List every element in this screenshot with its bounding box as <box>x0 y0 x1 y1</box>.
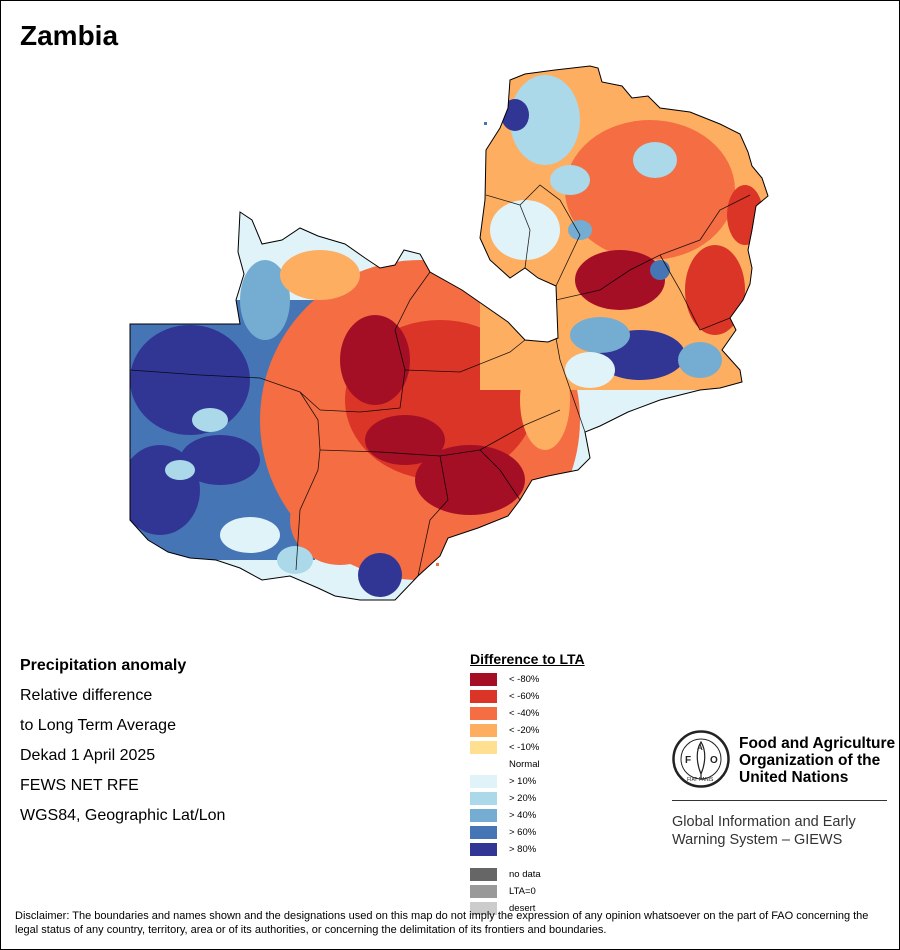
legend-swatch <box>470 809 497 822</box>
legend-row: < -60% <box>470 689 585 706</box>
legend-label: < -80% <box>509 674 540 685</box>
map-title: Zambia <box>20 20 119 51</box>
legend-label: < -10% <box>509 742 540 753</box>
map-info: Precipitation anomaly Relative differenc… <box>20 656 225 836</box>
legend-row: > 80% <box>470 842 585 859</box>
fao-name-line: Food and Agriculture <box>739 735 896 752</box>
legend-special-label: desert <box>509 903 536 914</box>
legend-label: < -40% <box>509 708 540 719</box>
fao-logo-letter-a: A <box>697 743 703 752</box>
legend-swatch <box>470 690 497 703</box>
legend-row: < -80% <box>470 672 585 689</box>
legend-row: < -40% <box>470 706 585 723</box>
giews-name: Global Information and Early Warning Sys… <box>672 813 900 849</box>
legend-special-row: LTA=0 <box>470 884 585 901</box>
legend-special-swatch <box>470 885 497 898</box>
legend-swatch <box>470 741 497 754</box>
legend-special-label: no data <box>509 869 541 880</box>
legend-swatch <box>470 707 497 720</box>
legend-row: > 20% <box>470 791 585 808</box>
legend-items: < -80% < -60% < -40% < -20% < -10% Normal > 10… <box>470 672 585 859</box>
info-line: WGS84, Geographic Lat/Lon <box>20 807 226 824</box>
legend-swatch <box>470 758 497 771</box>
legend-special-row: desert <box>470 901 585 918</box>
info-line: to Long Term Average <box>20 717 176 734</box>
legend-swatch <box>470 826 497 839</box>
legend-swatch <box>470 843 497 856</box>
legend-row: > 10% <box>470 774 585 791</box>
fao-logo-motto: FIAT PANIS <box>687 777 714 783</box>
info-line: Dekad 1 April 2025 <box>20 747 156 764</box>
disclaimer: Disclaimer: The boundaries and names sho… <box>15 910 869 936</box>
legend-special-swatch <box>470 868 497 881</box>
legend-label: Normal <box>509 759 540 770</box>
fao-logo-letter-f: F <box>685 755 691 766</box>
legend-label: > 80% <box>509 844 537 855</box>
legend-swatch <box>470 724 497 737</box>
giews-line: Warning System – GIEWS <box>672 832 843 848</box>
legend-row: > 60% <box>470 825 585 842</box>
legend-label: < -60% <box>509 691 540 702</box>
legend-label: > 10% <box>509 776 537 787</box>
anomaly-map <box>129 65 769 601</box>
legend-label: > 40% <box>509 810 537 821</box>
fao-divider <box>672 800 887 801</box>
legend-special: no data LTA=0 desert <box>470 867 585 918</box>
legend-special-swatch <box>470 902 497 915</box>
legend-swatch <box>470 775 497 788</box>
info-line: FEWS NET RFE <box>20 777 139 794</box>
legend-label: > 20% <box>509 793 537 804</box>
legend-row: < -10% <box>470 740 585 757</box>
legend-title: Difference to LTA <box>470 651 585 667</box>
fao-name-line: United Nations <box>739 769 849 786</box>
legend-row: < -20% <box>470 723 585 740</box>
giews-line: Global Information and Early <box>672 814 856 830</box>
legend-label: > 60% <box>509 827 537 838</box>
fao-logo-icon: F A O FIAT PANIS <box>672 730 730 788</box>
legend-gap <box>470 859 585 867</box>
legend-swatch <box>470 673 497 686</box>
legend-swatch <box>470 792 497 805</box>
info-line: Relative difference <box>20 687 153 704</box>
fao-org-name: Food and Agriculture Organization of the… <box>739 735 899 786</box>
legend-row: > 40% <box>470 808 585 825</box>
info-heading: Precipitation anomaly <box>20 657 187 674</box>
map-legend: Difference to LTA < -80% < -60% < -40% < -2… <box>470 651 585 918</box>
legend-row: Normal <box>470 757 585 774</box>
fao-logo-letter-o: O <box>710 755 718 766</box>
legend-special-label: LTA=0 <box>509 886 536 897</box>
legend-label: < -20% <box>509 725 540 736</box>
legend-special-row: no data <box>470 867 585 884</box>
fao-name-line: Organization of the <box>739 752 881 769</box>
